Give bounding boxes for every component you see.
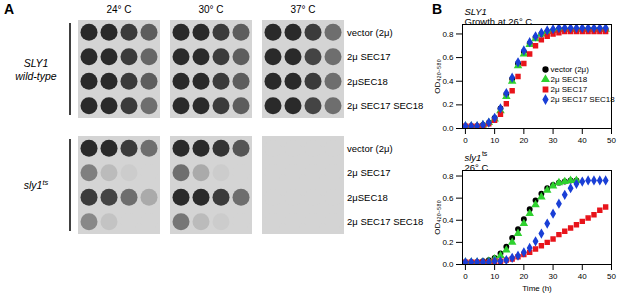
svg-text:20: 20: [519, 136, 528, 145]
svg-text:SLY1: SLY1: [464, 6, 487, 18]
svg-text:30: 30: [549, 136, 558, 145]
svg-text:ts: ts: [482, 150, 488, 157]
svg-text:Time (h): Time (h): [522, 284, 552, 293]
svg-text:vector (2μ): vector (2μ): [347, 143, 393, 154]
svg-text:OD₄₂₀₋₅₈₀: OD₄₂₀₋₅₈₀: [433, 59, 442, 94]
svg-text:0.8: 0.8: [442, 30, 454, 39]
svg-text:OD₄₂₀₋₅₈₀: OD₄₂₀₋₅₈₀: [433, 200, 442, 235]
svg-text:2μSEC18: 2μSEC18: [347, 192, 388, 203]
svg-text:10: 10: [490, 272, 499, 281]
svg-text:vector (2μ): vector (2μ): [551, 65, 590, 74]
svg-text:50: 50: [607, 272, 616, 281]
svg-text:SLY1: SLY1: [24, 57, 49, 69]
svg-text:30: 30: [549, 272, 558, 281]
svg-text:0.0: 0.0: [442, 124, 454, 133]
svg-text:vector (2μ): vector (2μ): [347, 27, 393, 38]
svg-text:26° C: 26° C: [465, 162, 489, 173]
svg-text:2μ SEC18: 2μ SEC18: [551, 75, 588, 84]
svg-text:0.2: 0.2: [442, 238, 454, 247]
svg-text:50: 50: [607, 136, 616, 145]
svg-text:10: 10: [490, 136, 499, 145]
svg-text:0: 0: [463, 272, 468, 281]
svg-text:0: 0: [463, 136, 468, 145]
svg-text:0.4: 0.4: [442, 77, 454, 86]
svg-text:0.4: 0.4: [442, 216, 454, 225]
svg-text:2μ SEC17 SEC18: 2μ SEC17 SEC18: [347, 216, 423, 227]
svg-text:2μ SEC17 SEC18: 2μ SEC17 SEC18: [551, 95, 616, 104]
svg-text:2μ SEC17 SEC18: 2μ SEC17 SEC18: [347, 100, 423, 111]
svg-text:sly1ts: sly1ts: [24, 178, 49, 192]
svg-text:Growth at 26° C: Growth at 26° C: [465, 16, 533, 27]
svg-text:40: 40: [578, 272, 587, 281]
html-text:B: B: [432, 1, 443, 17]
svg-text:2μ SEC17: 2μ SEC17: [347, 51, 391, 62]
svg-text:2μ SEC17: 2μ SEC17: [347, 167, 391, 178]
svg-text:0.8: 0.8: [442, 172, 454, 181]
svg-text:2μ SEC17: 2μ SEC17: [551, 85, 588, 94]
svg-text:wild-type: wild-type: [15, 70, 57, 82]
svg-text:0.6: 0.6: [442, 53, 454, 62]
svg-text:30° C: 30° C: [198, 4, 223, 15]
svg-text:sly1: sly1: [464, 152, 482, 164]
svg-text:24° C: 24° C: [106, 4, 131, 15]
svg-text:0.2: 0.2: [442, 100, 454, 109]
svg-text:2μSEC18: 2μSEC18: [347, 76, 388, 87]
svg-text:A: A: [4, 1, 14, 17]
svg-text:37° C: 37° C: [290, 4, 315, 15]
svg-text:0.0: 0.0: [442, 260, 454, 269]
svg-text:0.6: 0.6: [442, 194, 454, 203]
svg-text:40: 40: [578, 136, 587, 145]
svg-text:20: 20: [519, 272, 528, 281]
